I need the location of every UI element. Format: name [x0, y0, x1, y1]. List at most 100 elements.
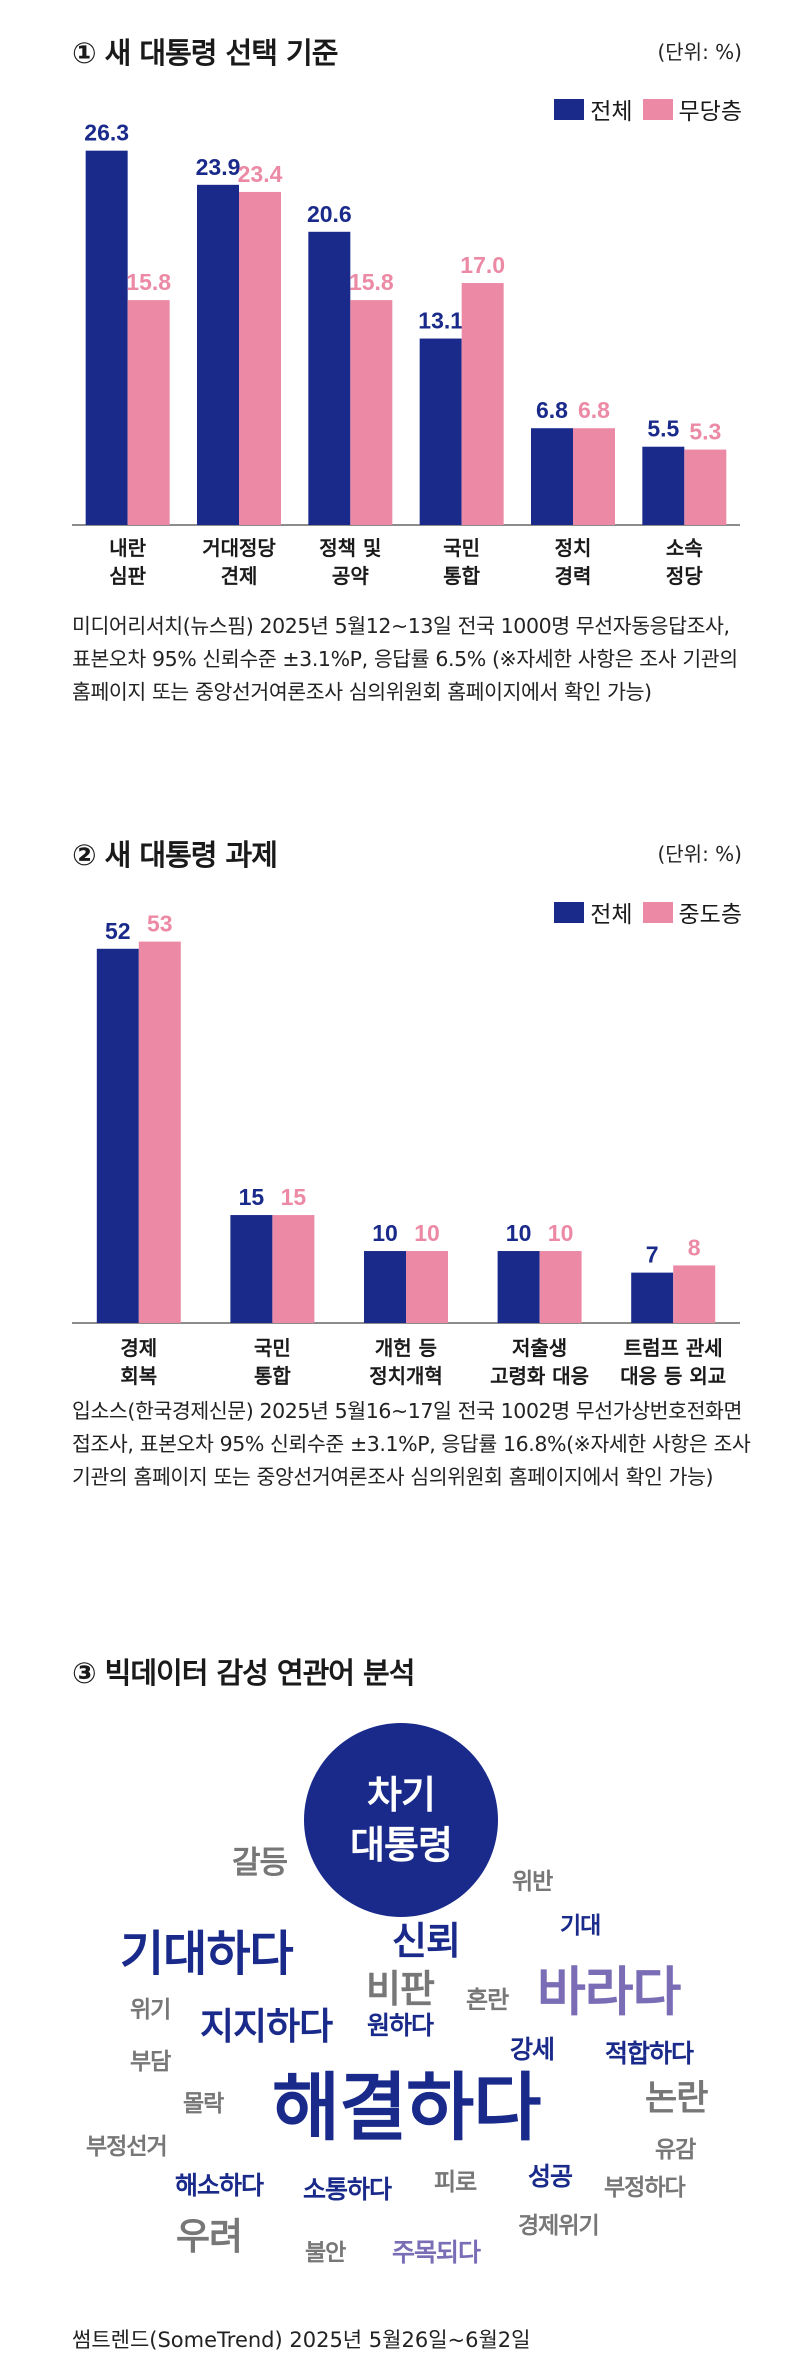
data-label: 5.3: [689, 419, 721, 445]
bar-series1: [96, 948, 139, 1323]
chart2-unit: (단위: %): [657, 842, 742, 866]
cloud-word: 강세: [510, 2035, 555, 2064]
bar-series2: [239, 191, 281, 525]
wordcloud-title: ③ 빅데이터 감성 연관어 분석: [72, 1656, 415, 1690]
data-label: 5.5: [647, 416, 679, 442]
bar-series1: [85, 150, 128, 525]
chart1-title: ① 새 대통령 선택 기준: [72, 36, 338, 70]
data-label: 20.6: [307, 201, 352, 227]
cloud-word: 위기: [130, 1997, 171, 2023]
data-label: 15: [239, 1184, 265, 1210]
category-label: 공약: [332, 564, 369, 588]
cloud-word: 혼란: [466, 1986, 509, 2014]
category-label: 정치: [555, 536, 592, 560]
bar-series2: [684, 449, 727, 525]
category-label: 경제: [120, 1336, 157, 1360]
data-label: 10: [414, 1220, 440, 1246]
category-label: 대응 등 외교: [620, 1364, 726, 1388]
cloud-word: 갈등: [232, 1845, 288, 1881]
bar-series2: [673, 1265, 716, 1323]
cloud-word: 부담: [130, 2049, 171, 2075]
cloud-word: 성공: [528, 2162, 573, 2191]
legend-swatch-navy: [554, 901, 585, 923]
category-label: 거대정당: [202, 536, 276, 560]
bar-series1: [642, 446, 685, 525]
cloud-word: 위반: [512, 1869, 553, 1895]
data-label: 15: [281, 1184, 307, 1210]
data-label: 15.8: [126, 269, 171, 295]
category-label: 국민: [443, 536, 480, 560]
legend-label: 무당층: [678, 99, 742, 125]
data-label: 8: [688, 1234, 701, 1260]
bar-series2: [138, 941, 181, 1323]
cloud-word: 우려: [176, 2215, 243, 2258]
bar-series1: [531, 428, 573, 525]
chart1-legend: 전체 무당층: [554, 92, 742, 126]
chart1-note: 미디어리서치(뉴스핌) 2025년 5월12~13일 전국 1000명 무선자동…: [72, 614, 738, 704]
data-label: 53: [147, 911, 173, 937]
bar-series2: [127, 300, 170, 525]
bar-series1: [631, 1272, 674, 1323]
cloud-word: 지지하다: [200, 2005, 333, 2048]
cloud-word: 해결하다: [272, 2065, 541, 2151]
bar-series2: [461, 283, 504, 525]
category-label: 통합: [254, 1364, 291, 1388]
bar-series1: [308, 231, 351, 525]
cloud-word: 주목되다: [392, 2238, 481, 2267]
category-label: 심판: [109, 564, 146, 588]
legend-label: 전체: [590, 902, 633, 928]
category-label: 국민: [254, 1336, 291, 1360]
bar-series1: [364, 1251, 406, 1323]
cloud-word: 바라다: [537, 1962, 681, 2023]
wordcloud-source: 썸트렌드(SomeTrend) 2025년 5월26일~6월2일: [72, 2328, 531, 2352]
data-label: 17.0: [460, 252, 505, 278]
cloud-word: 해소하다: [175, 2171, 264, 2200]
category-label: 통합: [443, 564, 480, 588]
cloud-word: 적합하다: [605, 2039, 694, 2068]
bar-series2: [573, 428, 615, 525]
bar-series2: [272, 1215, 315, 1323]
bar-series1: [197, 184, 239, 525]
category-label: 트럼프 관세: [624, 1336, 723, 1360]
chart2-title: ② 새 대통령 과제: [72, 838, 278, 872]
category-label: 내란: [109, 536, 146, 560]
category-label: 고령화 대응: [490, 1364, 589, 1388]
bar-series2: [539, 1251, 582, 1323]
bar-series1: [419, 338, 462, 525]
category-label: 개헌 등: [375, 1336, 437, 1360]
legend-item-all: 전체: [554, 895, 633, 929]
data-label: 13.1: [418, 308, 463, 334]
category-label: 소속: [666, 536, 703, 560]
category-label: 정책 및: [319, 536, 381, 560]
data-label: 23.4: [238, 161, 283, 187]
center-keyword-circle: 차기 대통령: [304, 1723, 498, 1917]
bar-series1: [230, 1215, 273, 1323]
category-label: 경력: [555, 564, 592, 588]
data-label: 15.8: [349, 269, 394, 295]
data-label: 10: [506, 1220, 532, 1246]
data-label: 10: [548, 1220, 574, 1246]
cloud-word: 몰락: [183, 2091, 224, 2117]
legend-swatch-navy: [554, 98, 585, 120]
cloud-word: 부정하다: [604, 2175, 686, 2201]
cloud-word: 논란: [645, 2079, 708, 2119]
chart1-unit: (단위: %): [657, 40, 742, 64]
cloud-word: 불안: [305, 2240, 346, 2266]
legend-label: 중도층: [678, 902, 742, 928]
legend-item-all: 전체: [554, 92, 633, 126]
bar-series2: [350, 300, 393, 525]
cloud-word: 유감: [655, 2137, 696, 2163]
legend-swatch-pink: [642, 901, 673, 923]
category-label: 견제: [221, 564, 258, 588]
data-label: 7: [646, 1242, 659, 1268]
legend-item-moderate: 중도층: [642, 895, 742, 929]
category-label: 저출생: [512, 1336, 567, 1360]
data-label: 6.8: [578, 397, 610, 423]
cloud-word: 기대: [560, 1913, 601, 1939]
cloud-word: 피로: [434, 2168, 477, 2196]
bar-series1: [497, 1251, 540, 1323]
category-label: 회복: [120, 1364, 157, 1388]
cloud-word: 비판: [366, 1967, 435, 2011]
data-label: 6.8: [536, 397, 568, 423]
chart2-note: 입소스(한국경제신문) 2025년 5월16~17일 전국 1002명 무선가상…: [72, 1399, 751, 1489]
